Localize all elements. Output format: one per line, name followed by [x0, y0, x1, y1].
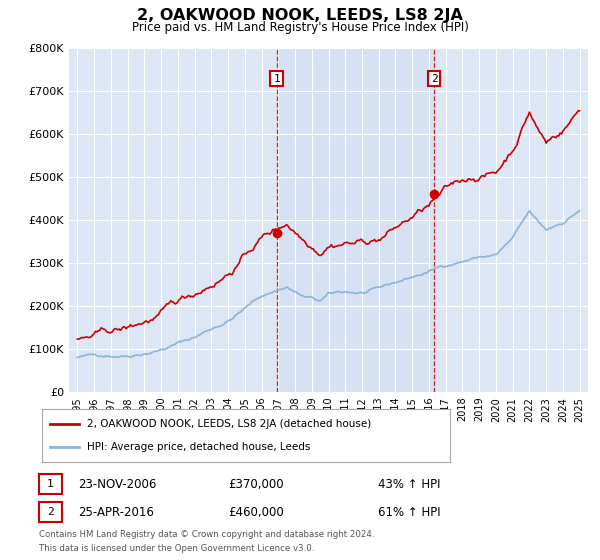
Text: £460,000: £460,000 — [228, 506, 284, 519]
Bar — [277, 48, 434, 392]
Text: 25-APR-2016: 25-APR-2016 — [78, 506, 154, 519]
Text: 43% ↑ HPI: 43% ↑ HPI — [378, 478, 440, 491]
Text: Price paid vs. HM Land Registry's House Price Index (HPI): Price paid vs. HM Land Registry's House … — [131, 21, 469, 34]
Text: This data is licensed under the Open Government Licence v3.0.: This data is licensed under the Open Gov… — [39, 544, 314, 553]
Text: 1: 1 — [47, 479, 54, 489]
Text: £370,000: £370,000 — [228, 478, 284, 491]
Text: HPI: Average price, detached house, Leeds: HPI: Average price, detached house, Leed… — [87, 442, 310, 452]
Text: Contains HM Land Registry data © Crown copyright and database right 2024.: Contains HM Land Registry data © Crown c… — [39, 530, 374, 539]
Text: 2, OAKWOOD NOOK, LEEDS, LS8 2JA: 2, OAKWOOD NOOK, LEEDS, LS8 2JA — [137, 8, 463, 24]
Text: 61% ↑ HPI: 61% ↑ HPI — [378, 506, 440, 519]
Text: 2: 2 — [47, 507, 54, 517]
Text: 23-NOV-2006: 23-NOV-2006 — [78, 478, 157, 491]
Text: 2, OAKWOOD NOOK, LEEDS, LS8 2JA (detached house): 2, OAKWOOD NOOK, LEEDS, LS8 2JA (detache… — [87, 419, 371, 429]
Text: 1: 1 — [273, 73, 280, 83]
Text: 2: 2 — [431, 73, 437, 83]
